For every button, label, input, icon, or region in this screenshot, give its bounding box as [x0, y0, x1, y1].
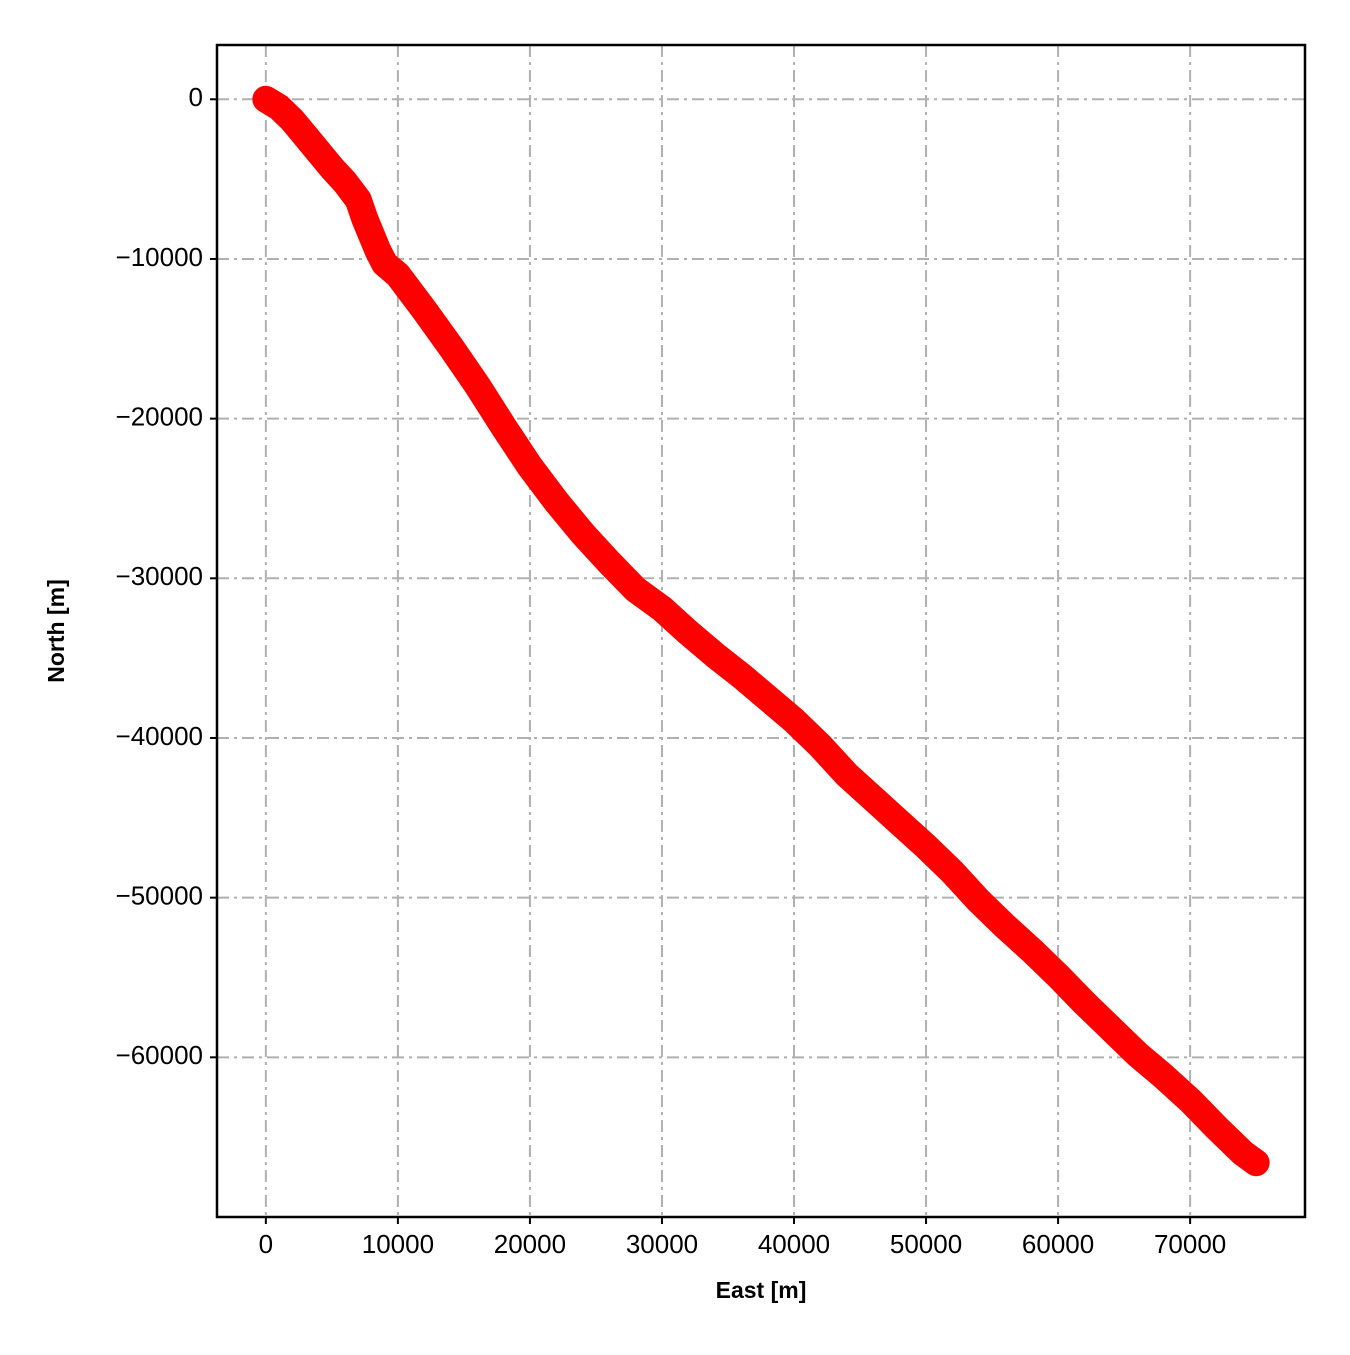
y-tick-label: −40000 — [116, 721, 203, 751]
x-tick-label: 0 — [259, 1229, 273, 1259]
plot-frame — [215, 43, 1307, 1219]
y-tick-label: −60000 — [116, 1040, 203, 1070]
y-tick-label: 0 — [189, 82, 203, 112]
y-tick-label: −30000 — [116, 561, 203, 591]
x-tick-label: 20000 — [494, 1229, 566, 1259]
y-axis-label: North [m] — [43, 579, 69, 682]
x-tick-label: 40000 — [758, 1229, 830, 1259]
x-tick-label: 30000 — [626, 1229, 698, 1259]
y-tick-label: −10000 — [116, 242, 203, 272]
x-tick-label: 50000 — [890, 1229, 962, 1259]
y-tick-label: −20000 — [116, 402, 203, 432]
x-tick-label: 10000 — [362, 1229, 434, 1259]
x-tick-label: 70000 — [1154, 1229, 1226, 1259]
x-axis-label: East [m] — [716, 1277, 807, 1303]
trajectory-line — [252, 85, 1270, 1177]
x-tick-label: 60000 — [1022, 1229, 1094, 1259]
y-tick-label: −50000 — [116, 881, 203, 911]
